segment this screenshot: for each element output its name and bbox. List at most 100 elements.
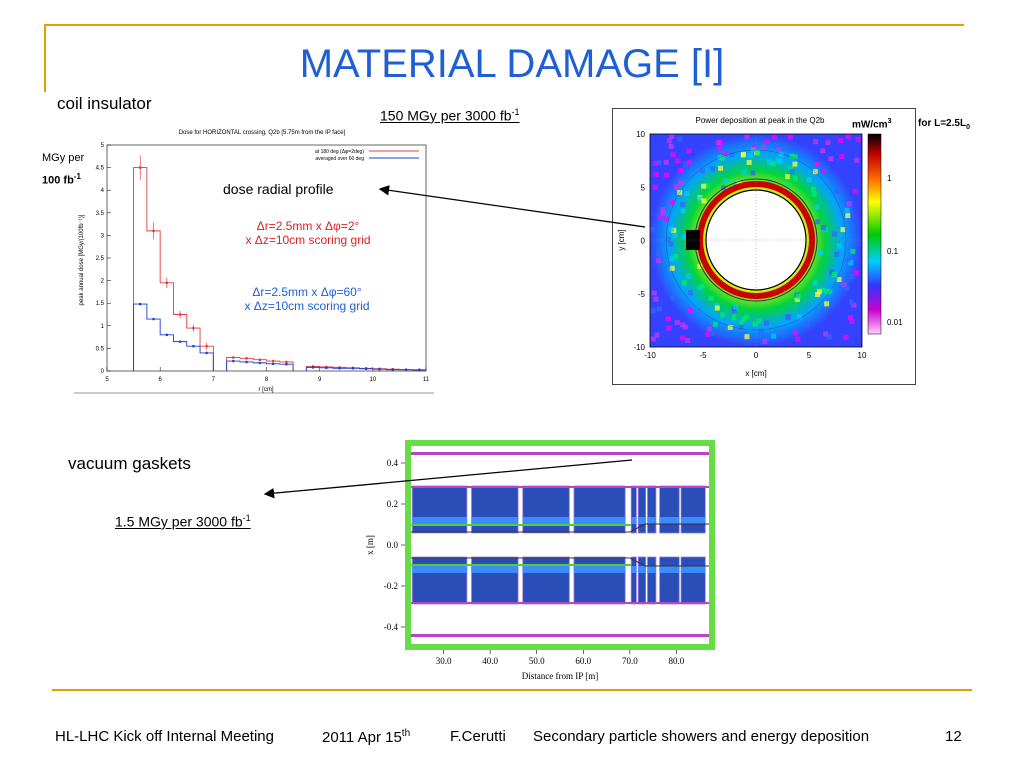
- magnet-upper-band: [647, 517, 656, 524]
- power-xtick-label: 10: [858, 351, 867, 360]
- dose-xtick-label: 11: [423, 377, 430, 383]
- power-map-title: Power deposition at peak in the Q2b: [696, 116, 826, 125]
- dose-ytick-label: 1: [101, 324, 105, 330]
- magnet-lower: [680, 556, 706, 605]
- magnet-lower-band: [638, 566, 646, 573]
- footer-topic: Secondary particle showers and energy de…: [533, 728, 870, 745]
- dose-xtick-label: 7: [212, 377, 216, 383]
- power-map: Power deposition at peak in the Q2b x [c…: [617, 116, 903, 378]
- coil-insulator-label: coil insulator: [57, 94, 152, 113]
- magnet-lower-band: [681, 566, 706, 573]
- colorbar-tick-label: 0.01: [887, 318, 903, 327]
- magnet-upper-band: [681, 517, 706, 524]
- dose-ytick-label: 4.5: [96, 166, 105, 172]
- mgy-per-label: MGy per: [42, 152, 85, 164]
- dose-ytick-label: 1.5: [96, 301, 105, 307]
- layout-ytick-label: 0.2: [387, 499, 398, 509]
- layout-xtick-label: 50.0: [529, 656, 545, 666]
- power-xtick-label: -5: [699, 351, 707, 360]
- dose-radial-profile-label: dose radial profile: [223, 181, 334, 197]
- layout-ytick-label: -0.4: [384, 622, 399, 632]
- magnet-lower-band: [659, 566, 680, 573]
- power-map-xlabel: x [cm]: [745, 369, 766, 378]
- dose-xtick-label: 5: [105, 377, 109, 383]
- dose-chart-title: Dose for HORIZONTAL crossing, Q2b [5.75m…: [179, 130, 346, 136]
- slide-title: MATERIAL DAMAGE [I]: [299, 42, 725, 86]
- layout-ylabel: x [m]: [365, 535, 375, 555]
- dose-150-label: 150 MGy per 3000 fb-1: [380, 107, 520, 124]
- power-map-panel: Power deposition at peak in the Q2b x [c…: [612, 108, 916, 385]
- blue-grid-note-line2: x Δz=10cm scoring grid: [244, 299, 370, 313]
- mw-cm3-label: mW/cm3: [852, 118, 892, 131]
- dose-15-label: 1.5 MGy per 3000 fb-1: [115, 513, 251, 530]
- dose-ytick-label: 2.5: [96, 256, 105, 262]
- vacuum-gaskets-label: vacuum gaskets: [68, 454, 191, 473]
- footer-author: F.Cerutti: [450, 728, 506, 745]
- power-xtick-label: -10: [644, 351, 656, 360]
- per-100fb-label: 100 fb-1: [42, 172, 81, 187]
- dose-ytick-label: 5: [101, 143, 105, 149]
- power-xtick-label: 5: [807, 351, 812, 360]
- magnet-lower-band: [573, 566, 626, 573]
- dose-chart-xlabel: r [cm]: [259, 387, 274, 393]
- dose-chart: Dose for HORIZONTAL crossing, Q2b [5.75m…: [74, 130, 434, 394]
- magnet-lower-band: [522, 566, 570, 573]
- dose-chart-panel: Dose for HORIZONTAL crossing, Q2b [5.75m…: [74, 125, 434, 395]
- dose-ytick-label: 3.5: [96, 211, 105, 217]
- green-strip-lower: [411, 564, 631, 566]
- layout-xtick-label: 60.0: [575, 656, 591, 666]
- dose-xtick-label: 10: [369, 377, 376, 383]
- blue-grid-note: Δr=2.5mm x Δφ=60° x Δz=10cm scoring grid: [222, 285, 392, 313]
- magnet-lower-band: [647, 566, 656, 573]
- dose-ytick-label: 0.5: [96, 346, 105, 352]
- magenta-bottom-edge: [411, 602, 709, 604]
- dose-series-1: [133, 303, 427, 371]
- magnet-upper-band: [471, 517, 519, 524]
- power-xtick-label: 0: [754, 351, 759, 360]
- layout-xtick-label: 30.0: [436, 656, 452, 666]
- top-rule: [44, 24, 964, 26]
- layout-xlabel: Distance from IP [m]: [522, 671, 598, 681]
- dose-xtick-label: 6: [158, 377, 162, 383]
- magnet-lower-band: [412, 566, 467, 573]
- magnet-upper-band: [638, 517, 646, 524]
- dose-ytick-label: 3: [101, 233, 105, 239]
- power-ytick-label: 0: [641, 237, 646, 246]
- footer-meeting: HL-LHC Kick off Internal Meeting: [55, 728, 274, 745]
- power-ytick-label: -10: [633, 343, 645, 352]
- magnet-upper-band: [412, 517, 467, 524]
- layout-xtick-label: 70.0: [622, 656, 638, 666]
- bottom-rule: [52, 689, 972, 691]
- for-l-label: for L=2.5L0: [918, 118, 970, 131]
- layout-xtick-label: 80.0: [669, 656, 685, 666]
- dose-chart-ylabel: peak annual dose [MGy/(100fb⁻¹)]: [79, 214, 85, 305]
- colorbar: [867, 133, 882, 335]
- magenta-top-edge: [411, 486, 709, 488]
- red-grid-note: Δr=2.5mm x Δφ=2° x Δz=10cm scoring grid: [228, 219, 388, 247]
- green-strip-upper: [411, 524, 631, 526]
- page-number: 12: [945, 728, 962, 745]
- dose-xtick-label: 9: [318, 377, 322, 383]
- magnet-upper-band: [631, 517, 637, 524]
- colorbar-tick-label: 1: [887, 174, 892, 183]
- magnet-upper-band: [573, 517, 626, 524]
- footer-date: 2011 Apr 15th: [322, 728, 411, 746]
- power-map-ylabel: y [cm]: [617, 229, 626, 250]
- red-grid-note-line1: Δr=2.5mm x Δφ=2°: [256, 219, 360, 233]
- blue-grid-note-line1: Δr=2.5mm x Δφ=60°: [252, 285, 362, 299]
- dose-ytick-label: 0: [101, 369, 105, 375]
- layout-ytick-label: -0.2: [384, 581, 398, 591]
- magnet-upper: [680, 485, 706, 534]
- layout-ytick-label: 0.4: [387, 458, 399, 468]
- dose-legend-label-0: at 180 deg (Δφ=2deg): [315, 149, 364, 155]
- dose-ytick-label: 4: [101, 188, 105, 194]
- layout-ytick-label: 0.0: [387, 540, 399, 550]
- magnet-lower-band: [631, 566, 637, 573]
- arrow-to-dose-profile: [378, 185, 646, 228]
- dose-legend-label-1: averaged over 60 deg: [315, 156, 364, 162]
- magnet-lower-band: [471, 566, 519, 573]
- layout-map: Distance from IP [m] x [m] 30.0 40.0 50.0 6…: [365, 440, 715, 681]
- left-rule: [44, 24, 46, 92]
- power-ytick-label: -5: [638, 290, 646, 299]
